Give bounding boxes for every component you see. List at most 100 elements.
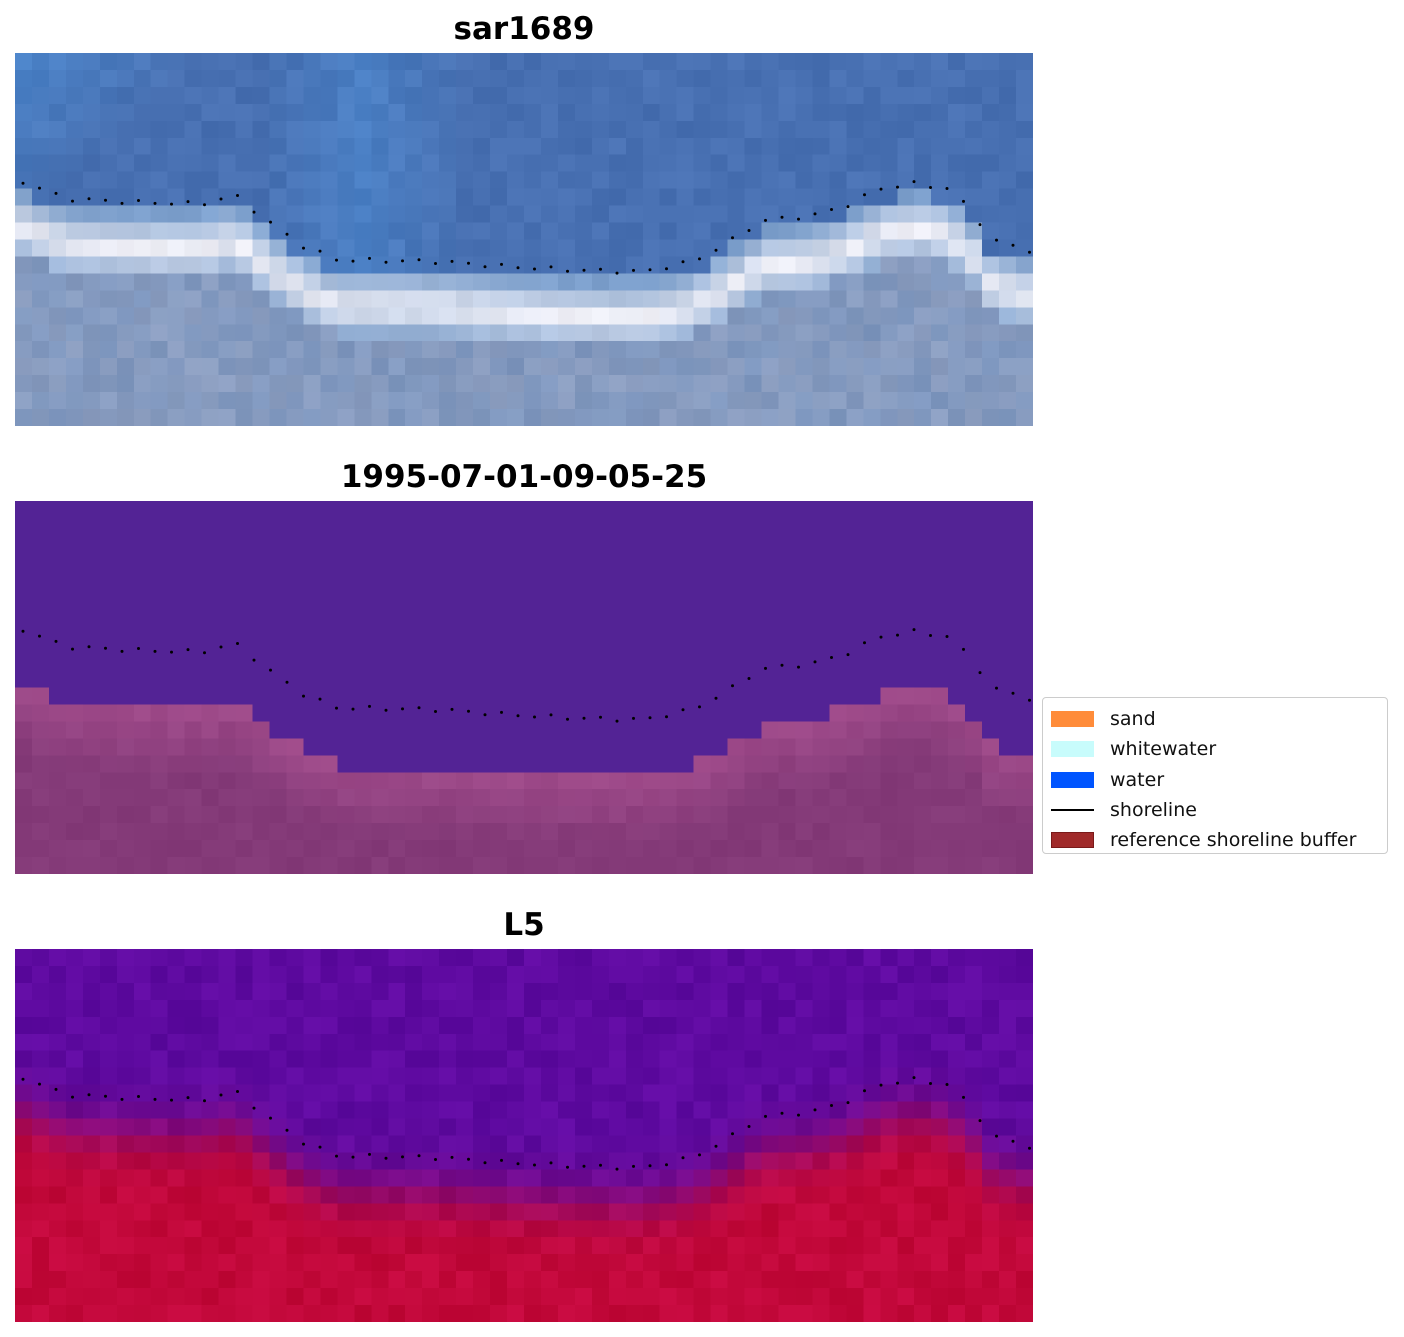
- shoreline-point: [483, 713, 487, 717]
- shoreline-point: [203, 1099, 206, 1103]
- shoreline-point: [731, 1132, 734, 1136]
- shoreline-point: [54, 1087, 58, 1091]
- shoreline-point: [1028, 698, 1031, 702]
- shoreline-point: [731, 684, 734, 688]
- shoreline-point: [1028, 1146, 1031, 1150]
- shoreline-point: [137, 647, 140, 650]
- shoreline-point: [566, 269, 569, 273]
- shoreline-point: [632, 1164, 635, 1168]
- shoreline-point: [21, 629, 25, 633]
- shoreline-point: [747, 1125, 751, 1128]
- shoreline-point: [912, 628, 916, 632]
- shoreline-point: [170, 202, 173, 206]
- shoreline-point: [401, 707, 404, 711]
- shoreline-point: [665, 715, 668, 719]
- shoreline-point: [219, 645, 223, 649]
- shoreline-point: [269, 220, 272, 224]
- legend-item-sand: sand: [1051, 704, 1379, 734]
- shoreline-point: [153, 649, 157, 653]
- shoreline-point: [863, 1089, 866, 1093]
- shoreline-point: [945, 1083, 949, 1086]
- shoreline-overlay: [21, 180, 1031, 275]
- legend-label: shoreline: [1110, 799, 1197, 822]
- shoreline-point: [318, 697, 322, 701]
- shoreline-point: [995, 1134, 998, 1138]
- shoreline-point: [38, 634, 41, 638]
- shoreline-point: [21, 181, 25, 185]
- shoreline-point: [813, 660, 817, 664]
- shoreline-point: [38, 186, 41, 190]
- shoreline-point: [87, 1093, 91, 1097]
- shoreline-point: [318, 249, 322, 253]
- shoreline-point: [599, 715, 602, 719]
- shoreline-point: [252, 658, 256, 662]
- whitewater-swatch: [1051, 741, 1094, 758]
- shoreline-point: [615, 719, 619, 723]
- shoreline-point: [846, 205, 850, 209]
- shoreline-point: [1011, 691, 1015, 695]
- shoreline-point: [879, 1083, 883, 1087]
- shoreline-point: [236, 194, 239, 197]
- shoreline-point: [500, 262, 503, 266]
- shoreline-point: [780, 215, 784, 219]
- shoreline-point: [71, 199, 74, 203]
- shoreline-point: [269, 668, 272, 672]
- shoreline-point: [995, 686, 998, 690]
- shoreline-point: [335, 258, 338, 262]
- shoreline-point: [203, 203, 206, 207]
- shoreline-point: [384, 1156, 388, 1160]
- shoreline-point: [153, 1097, 157, 1101]
- shoreline-point: [780, 1111, 784, 1115]
- shoreline-point: [54, 191, 58, 195]
- shoreline-point: [186, 648, 190, 652]
- shoreline-point: [219, 1093, 223, 1097]
- shoreline-point: [813, 212, 817, 216]
- shoreline-point: [632, 268, 635, 272]
- shoreline-point: [120, 649, 124, 653]
- shoreline-point: [978, 223, 982, 227]
- water-swatch: [1051, 771, 1094, 788]
- shoreline-point: [483, 265, 487, 269]
- panel-title-1: sar1689: [453, 11, 595, 47]
- shoreline-point: [780, 663, 784, 667]
- shoreline-point: [54, 639, 58, 643]
- shoreline-point: [351, 259, 355, 263]
- shoreline-point: [120, 1097, 124, 1101]
- legend: sand whitewater water shoreline referenc…: [1042, 697, 1388, 854]
- shoreline-point: [582, 268, 586, 272]
- shoreline-point: [995, 238, 998, 242]
- shoreline-point: [648, 716, 652, 720]
- shoreline-point: [698, 257, 701, 261]
- shoreline-point: [533, 267, 536, 271]
- legend-item-whitewater: whitewater: [1051, 734, 1379, 764]
- shoreline-point: [467, 1157, 470, 1161]
- legend-label: sand: [1110, 708, 1156, 731]
- shoreline-point: [219, 197, 223, 201]
- shoreline-point: [104, 1094, 107, 1098]
- shoreline-point: [302, 694, 305, 698]
- shoreline-point: [830, 1104, 833, 1107]
- shoreline-point: [648, 268, 652, 272]
- shoreline-point: [71, 647, 74, 651]
- shoreline-point: [566, 1165, 569, 1169]
- shoreline-point: [467, 709, 470, 713]
- shoreline-point: [912, 1076, 916, 1080]
- shoreline-point: [335, 706, 338, 710]
- shoreline-point: [962, 199, 965, 203]
- shoreline-point: [252, 1106, 256, 1110]
- shoreline-point: [698, 1153, 701, 1157]
- shoreline-point: [450, 259, 454, 263]
- shoreline-point: [533, 715, 536, 719]
- shoreline-point: [384, 708, 388, 712]
- shoreline-point: [153, 201, 157, 205]
- shoreline-point: [269, 1116, 272, 1120]
- shoreline-point: [186, 200, 190, 204]
- legend-item-shoreline: shoreline: [1051, 795, 1379, 825]
- shoreline-point: [38, 1082, 41, 1086]
- shoreline-point: [648, 1164, 652, 1168]
- sand-swatch: [1051, 711, 1094, 728]
- shoreline-point: [549, 713, 553, 717]
- shoreline-point: [87, 197, 91, 201]
- shoreline-point: [681, 708, 685, 712]
- shoreline-point: [252, 210, 256, 214]
